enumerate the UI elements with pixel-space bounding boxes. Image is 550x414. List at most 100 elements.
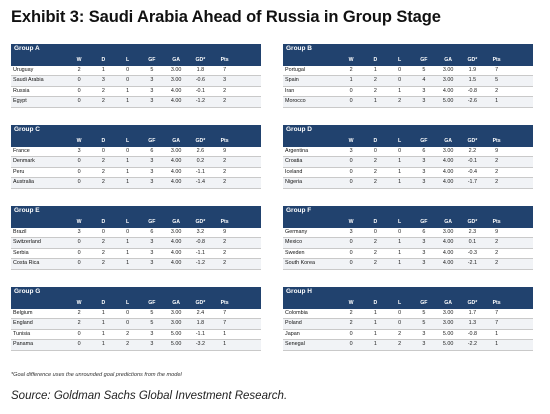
team-name: Brazil [13,229,27,235]
group-table-d: Group D W D L GF GA GD* Pts Argentina 3 0 0 6 3.00 2.2… [283,125,533,189]
table-row: Switzerland 0 2 1 3 4.00 -0.8 2 [11,238,261,249]
column-header: D [101,300,106,306]
cell-gf: 5 [150,67,154,73]
cell-pts: 2 [495,158,499,165]
cell-w: 0 [77,158,81,165]
cell-l: 1 [126,168,130,175]
column-header: GD* [195,57,206,63]
cell-gd: 2.4 [196,310,205,316]
cell-d: 2 [101,239,105,246]
cell-w: 0 [349,98,353,105]
cell-ga: 3.00 [442,320,454,327]
column-header: GF [420,57,428,63]
column-header: Pts [492,219,501,225]
cell-w: 0 [349,249,353,256]
cell-pts: 1 [495,330,499,337]
cell-ga: 4.00 [170,179,182,186]
cell-gf: 3 [422,239,426,246]
table-row: Argentina 3 0 0 6 3.00 2.2 9 [283,147,533,158]
column-header: GA [444,138,453,144]
cell-ga: 3.00 [442,67,454,73]
cell-d: 1 [373,341,377,348]
cell-w: 0 [349,260,353,267]
column-header: L [398,138,402,144]
team-name: Costa Rica [13,260,40,267]
table-row: Panama 0 1 2 3 5.00 -3.2 1 [11,340,261,351]
team-name: Switzerland [13,239,41,246]
column-header: W [76,138,82,144]
column-header: Pts [220,57,229,63]
column-header: GD* [467,300,478,306]
cell-w: 0 [77,239,81,246]
column-header: Pts [492,57,501,63]
cell-w: 0 [77,98,81,105]
cell-ga: 4.00 [442,158,454,165]
cell-gd: -1.4 [195,179,206,186]
cell-gf: 3 [150,341,154,348]
cell-pts: 7 [223,67,227,73]
cell-gf: 3 [422,179,426,186]
cell-ga: 3.00 [170,310,182,316]
team-column-header [11,54,67,66]
cell-w: 0 [77,249,81,256]
cell-d: 0 [101,148,105,154]
column-header: L [126,138,130,144]
footnote: *Goal difference uses the unrounded goal… [11,372,182,378]
column-header: GD* [467,138,478,144]
team-name: Japan [285,330,300,337]
team-column-header [11,297,67,309]
cell-l: 1 [126,87,130,94]
cell-d: 2 [373,87,377,94]
cell-l: 2 [398,330,402,337]
cell-pts: 1 [495,341,499,348]
cell-d: 0 [101,229,105,235]
team-column-header [283,297,339,309]
cell-pts: 2 [223,158,227,165]
column-header: GF [148,300,156,306]
table-row: Iceland 0 2 1 3 4.00 -0.4 2 [283,167,533,179]
team-name: Belgium [13,310,33,316]
column-header: D [373,57,378,63]
cell-pts: 2 [495,239,499,246]
cell-pts: 2 [223,260,227,267]
column-header: Pts [220,219,229,225]
cell-gf: 3 [422,260,426,267]
table-row: Iran 0 2 1 3 4.00 -0.8 2 [283,86,533,98]
column-header: Pts [492,300,501,306]
cell-ga: 4.00 [442,249,454,256]
team-name: Mexico [285,239,303,246]
table-row: Uruguay 2 1 0 5 3.00 1.8 7 [11,66,261,77]
cell-gf: 3 [422,249,426,256]
cell-l: 1 [398,168,402,175]
cell-gd: 1.9 [468,67,477,73]
column-header-row: W D L GF GA GD* Pts [283,297,533,309]
table-row: Serbia 0 2 1 3 4.00 -1.1 2 [11,248,261,260]
cell-pts: 9 [223,148,227,154]
cell-ga: 4.00 [442,179,454,186]
column-header: L [398,219,402,225]
cell-gd: -0.8 [467,330,478,337]
cell-l: 2 [126,330,130,337]
group-name: Group B [283,44,533,54]
cell-l: 0 [398,67,402,73]
group-name: Group G [11,287,261,297]
column-header-row: W D L GF GA GD* Pts [11,216,261,228]
cell-l: 0 [398,77,402,84]
cell-ga: 5.00 [442,98,454,105]
cell-d: 2 [101,87,105,94]
cell-l: 1 [398,87,402,94]
team-name: Iran [285,87,295,94]
cell-ga: 4.00 [442,87,454,94]
team-name: Iceland [285,168,303,175]
column-header-row: W D L GF GA GD* Pts [283,54,533,66]
team-name: Australia [13,179,34,186]
cell-l: 0 [398,310,402,316]
cell-gd: -3.2 [195,341,206,348]
cell-w: 2 [77,67,81,73]
cell-pts: 2 [223,87,227,94]
cell-d: 2 [101,158,105,165]
cell-gd: 0.1 [468,239,477,246]
cell-gf: 4 [422,77,426,84]
cell-l: 1 [126,260,130,267]
exhibit-title: Exhibit 3: Saudi Arabia Ahead of Russia … [11,8,441,26]
